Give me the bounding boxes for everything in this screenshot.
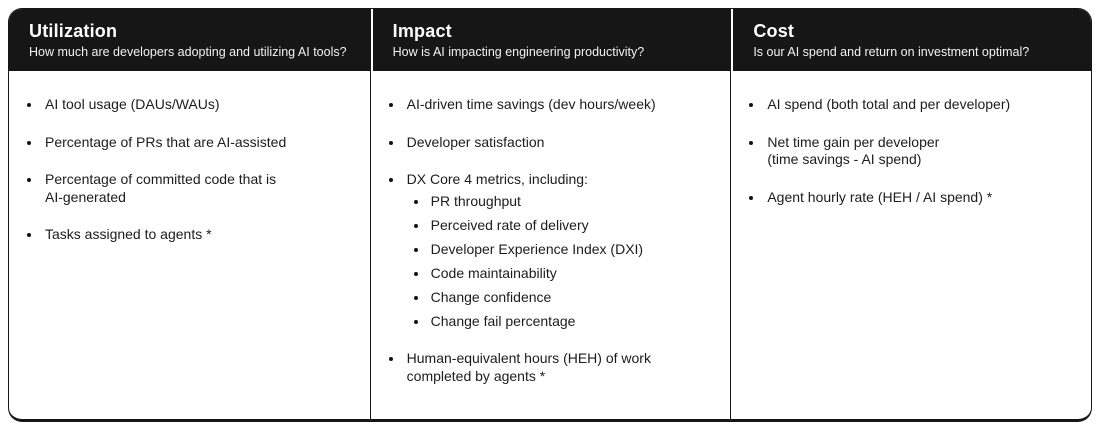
bullet-text: Percentage of PRs that are AI-assisted bbox=[45, 133, 287, 150]
column-header: Cost Is our AI spend and return on inves… bbox=[731, 9, 1091, 71]
sub-bullet-text: Code maintainability bbox=[430, 264, 557, 281]
bullet-text: Net time gain per developer (time saving… bbox=[767, 133, 940, 168]
column-subtitle: How is AI impacting engineering producti… bbox=[392, 45, 645, 59]
sub-bullet-item: Perceived rate of delivery bbox=[429, 217, 715, 235]
bullet-text: DX Core 4 metrics, including: bbox=[406, 171, 588, 187]
bullet-item: Agent hourly rate (HEH / AI spend) * bbox=[764, 189, 1075, 207]
column-header: Impact How is AI impacting engineering p… bbox=[370, 9, 731, 71]
column-header: Utilization How much are developers adop… bbox=[9, 9, 370, 71]
metric-column: Utilization How much are developers adop… bbox=[9, 9, 370, 419]
bullet-item: Human-equivalent hours (HEH) of work com… bbox=[404, 350, 715, 385]
bullet-list: AI spend (both total and per developer) … bbox=[751, 96, 1075, 206]
bullet-text: Agent hourly rate (HEH / AI spend) * bbox=[767, 188, 993, 205]
column-body: AI-driven time savings (dev hours/week) … bbox=[371, 71, 731, 385]
column-subtitle: Is our AI spend and return on investment… bbox=[753, 45, 1030, 59]
bullet-item: Developer satisfaction bbox=[404, 134, 715, 152]
bullet-item: Percentage of committed code that is AI-… bbox=[42, 171, 354, 206]
metric-column: Cost Is our AI spend and return on inves… bbox=[730, 9, 1091, 419]
bullet-text: Developer satisfaction bbox=[406, 133, 545, 150]
column-title: Cost bbox=[753, 21, 795, 41]
sub-bullet-list: PR throughput Perceived rate of delivery… bbox=[407, 193, 715, 331]
bullet-item: DX Core 4 metrics, including: PR through… bbox=[404, 171, 715, 330]
sub-bullet-text: Change confidence bbox=[430, 288, 552, 305]
sub-bullet-text: PR throughput bbox=[430, 192, 521, 209]
sub-bullet-text: Perceived rate of delivery bbox=[430, 216, 589, 233]
bullet-item: Net time gain per developer (time saving… bbox=[764, 134, 1075, 169]
column-body: AI tool usage (DAUs/WAUs) Percentage of … bbox=[9, 71, 370, 244]
bullet-item: AI tool usage (DAUs/WAUs) bbox=[42, 96, 354, 114]
sub-bullet-item: Change confidence bbox=[429, 289, 715, 307]
bullet-text: Tasks assigned to agents * bbox=[45, 226, 212, 242]
metric-column: Impact How is AI impacting engineering p… bbox=[369, 9, 731, 419]
column-title: Impact bbox=[392, 21, 452, 41]
sub-bullet-item: PR throughput bbox=[429, 193, 715, 211]
sub-bullet-item: Developer Experience Index (DXI) bbox=[429, 241, 715, 259]
column-body: AI spend (both total and per developer) … bbox=[731, 71, 1091, 206]
bullet-item: AI-driven time savings (dev hours/week) bbox=[404, 96, 715, 114]
bullet-item: AI spend (both total and per developer) bbox=[764, 96, 1075, 114]
bullet-text: AI tool usage (DAUs/WAUs) bbox=[45, 96, 220, 112]
bullet-text: AI spend (both total and per developer) bbox=[767, 96, 1011, 112]
column-title: Utilization bbox=[29, 21, 118, 41]
sub-bullet-item: Code maintainability bbox=[429, 265, 715, 283]
bullet-item: Tasks assigned to agents * bbox=[42, 226, 354, 244]
bullet-text: Human-equivalent hours (HEH) of work com… bbox=[406, 350, 651, 384]
bullet-item: Percentage of PRs that are AI-assisted bbox=[42, 134, 354, 152]
sub-bullet-text: Change fail percentage bbox=[430, 312, 576, 329]
bullet-list: AI-driven time savings (dev hours/week) … bbox=[391, 96, 715, 385]
bullet-list: AI tool usage (DAUs/WAUs) Percentage of … bbox=[29, 96, 354, 244]
metrics-table: Utilization How much are developers adop… bbox=[8, 8, 1092, 422]
bullet-text: AI-driven time savings (dev hours/week) bbox=[406, 96, 656, 112]
sub-bullet-item: Change fail percentage bbox=[429, 313, 715, 331]
bullet-text: Percentage of committed code that is AI-… bbox=[45, 171, 277, 205]
column-subtitle: How much are developers adopting and uti… bbox=[29, 45, 347, 59]
sub-bullet-text: Developer Experience Index (DXI) bbox=[430, 240, 644, 257]
